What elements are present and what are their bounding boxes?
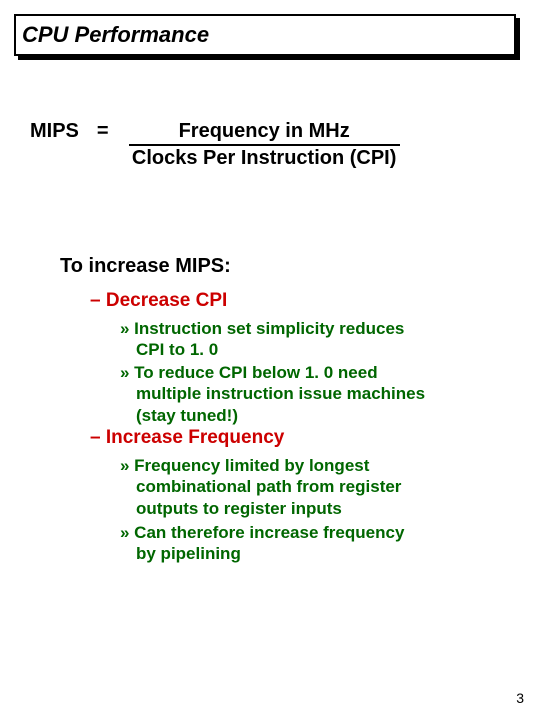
text-line: » Instruction set simplicity reduces — [120, 319, 404, 338]
bullet-simplicity: » Instruction set simplicity reduces CPI… — [120, 318, 495, 361]
text-line: combinational path from register — [120, 476, 495, 497]
title-box: CPU Performance — [14, 14, 516, 56]
equation-equals: = — [97, 120, 109, 143]
text-line: outputs to register inputs — [120, 498, 495, 519]
bullet-multiple-issue: » To reduce CPI below 1. 0 need multiple… — [120, 362, 495, 426]
equation: MIPS = Frequency in MHz Clocks Per Instr… — [30, 120, 400, 170]
text-line: » Can therefore increase frequency — [120, 523, 404, 542]
equation-lhs: MIPS — [30, 120, 79, 143]
text-line: » Frequency limited by longest — [120, 456, 369, 475]
page-number: 3 — [516, 690, 524, 706]
text-line: (stay tuned!) — [120, 405, 495, 426]
equation-numerator: Frequency in MHz — [129, 120, 400, 146]
equation-fraction: Frequency in MHz Clocks Per Instruction … — [129, 120, 400, 170]
text-line: multiple instruction issue machines — [120, 383, 495, 404]
bullet-increase-frequency: – Increase Frequency — [90, 427, 284, 449]
equation-denominator: Clocks Per Instruction (CPI) — [129, 146, 400, 170]
bullet-freq-limited: » Frequency limited by longest combinati… — [120, 455, 495, 519]
slide-title: CPU Performance — [22, 22, 209, 48]
bullet-decrease-cpi: – Decrease CPI — [90, 290, 227, 312]
bullet-pipelining: » Can therefore increase frequency by pi… — [120, 522, 495, 565]
text-line: » To reduce CPI below 1. 0 need — [120, 363, 378, 382]
section-header: To increase MIPS: — [60, 255, 231, 278]
text-line: by pipelining — [120, 543, 495, 564]
text-line: CPI to 1. 0 — [120, 339, 495, 360]
